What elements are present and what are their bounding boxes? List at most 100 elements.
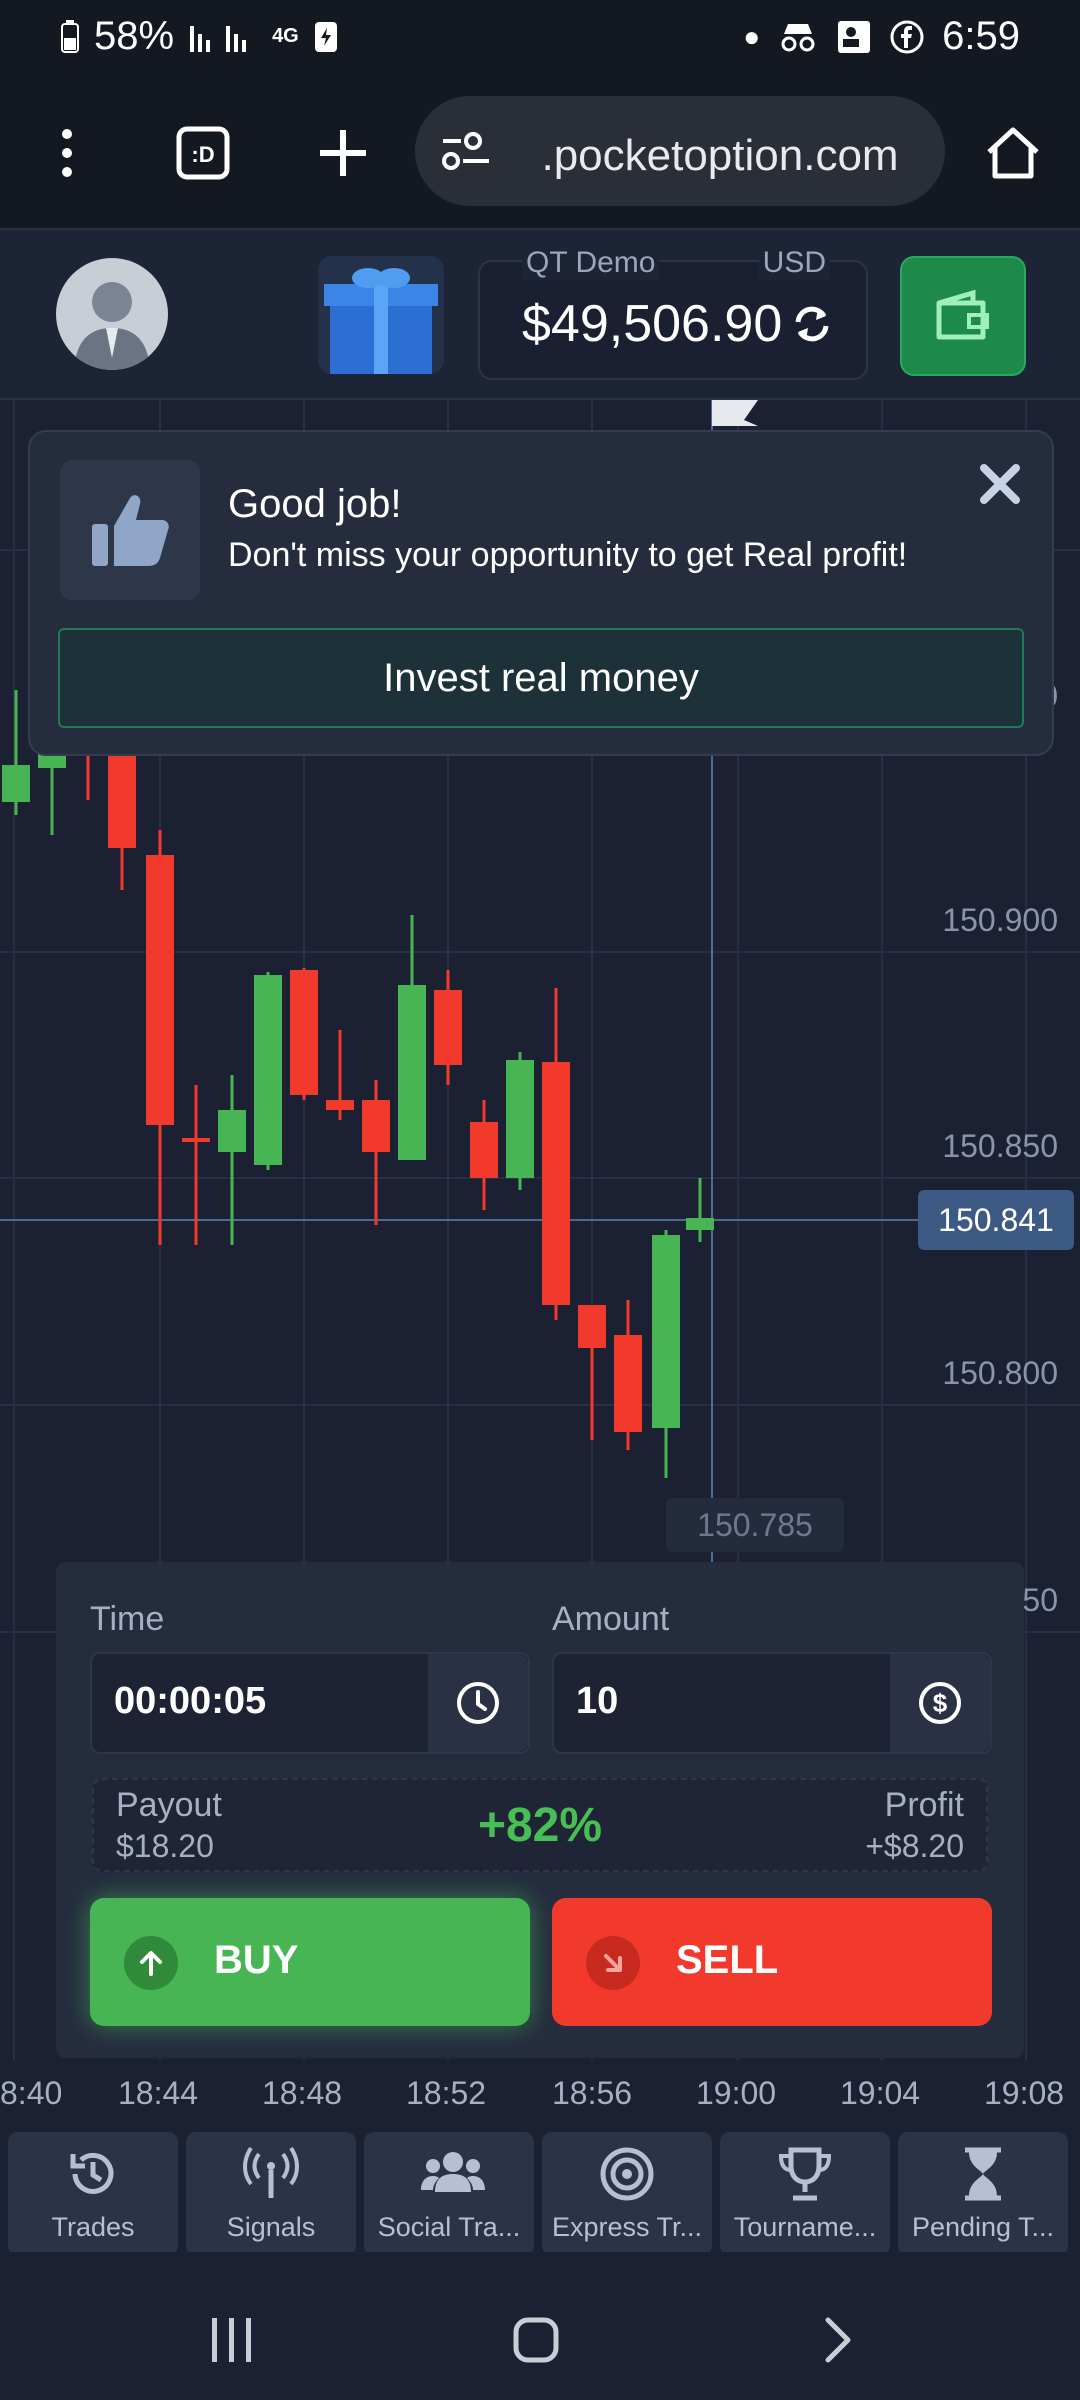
tabs-icon[interactable]: :D — [168, 118, 238, 188]
network-type: 4G — [272, 25, 299, 47]
buy-button[interactable]: BUY — [90, 1898, 530, 2026]
amount-label: Amount — [552, 1600, 670, 1638]
refresh-icon[interactable] — [792, 304, 832, 344]
nav-label: Signals — [226, 2212, 316, 2242]
thumbs-up-icon — [60, 460, 200, 600]
history-icon — [70, 2152, 114, 2194]
candle-body — [542, 1062, 570, 1305]
current-price: 150.841 — [938, 1201, 1054, 1238]
facebook-icon — [890, 20, 924, 53]
nav-label: Social Tra... — [377, 2212, 521, 2242]
clock-time: 6:59 — [942, 14, 1020, 58]
candle-body — [2, 765, 30, 802]
home-button-icon[interactable] — [512, 2316, 560, 2364]
currency-label: USD — [758, 246, 830, 280]
time-value: 00:00:05 — [114, 1680, 267, 1722]
candle-body — [398, 985, 426, 1160]
low-price-tag: 150.785 — [666, 1498, 844, 1552]
signal-bars-icon — [190, 25, 247, 52]
nav-pending-trades[interactable]: Pending T... — [898, 2132, 1068, 2256]
candle-body — [362, 1100, 390, 1152]
status-bar: 58% 4G ● 6:59 — [0, 0, 1080, 78]
profit-value: +$8.20 — [865, 1828, 964, 1864]
candle-body — [652, 1235, 680, 1428]
svg-text:$: $ — [933, 1688, 948, 1718]
time-label: 19:08 — [984, 2075, 1065, 2111]
candle-body — [254, 975, 282, 1165]
nav-express-trades[interactable]: Express Tr... — [542, 2132, 712, 2256]
site-settings-icon[interactable] — [439, 131, 493, 171]
price-label: 150.800 — [942, 1355, 1058, 1391]
incognito-icon — [781, 23, 815, 51]
sell-button[interactable]: SELL — [552, 1898, 992, 2026]
candle-body — [434, 990, 462, 1065]
amount-value: 10 — [576, 1680, 619, 1722]
nav-trades[interactable]: Trades — [8, 2132, 178, 2256]
nav-social-trading[interactable]: Social Tra... — [364, 2132, 534, 2256]
time-label: 8:40 — [0, 2075, 63, 2111]
nav-tournaments[interactable]: Tourname... — [720, 2132, 890, 2256]
time-label: 18:52 — [406, 2075, 487, 2111]
candle-body — [290, 970, 318, 1095]
new-tab-icon[interactable] — [308, 118, 378, 188]
target-icon — [600, 2147, 654, 2201]
candle-body — [470, 1122, 498, 1178]
nav-signals[interactable]: Signals — [186, 2132, 356, 2256]
browser-toolbar: :D ㅤ.pocketoption.com — [0, 78, 1080, 230]
time-field[interactable]: 00:00:05 — [90, 1652, 530, 1754]
url-bar[interactable]: ㅤ.pocketoption.com — [415, 96, 945, 206]
system-navigation — [0, 2252, 1080, 2400]
contact-card-icon — [838, 20, 871, 53]
home-icon[interactable] — [978, 118, 1048, 188]
trade-panel: Time Amount 00:00:05 10 $ Payout $18.20 … — [56, 1562, 1024, 2058]
invest-real-money-button[interactable]: Invest real money — [58, 628, 1024, 728]
signal-icon — [243, 2146, 299, 2198]
nav-label: Pending T... — [911, 2212, 1055, 2242]
promo-notification: Good job! Don't miss your opportunity to… — [28, 430, 1054, 756]
dollar-icon[interactable]: $ — [890, 1654, 990, 1752]
back-icon[interactable] — [818, 2316, 858, 2364]
candle-body — [218, 1110, 246, 1152]
candle-body — [578, 1305, 606, 1348]
amount-field[interactable]: 10 $ — [552, 1652, 992, 1754]
time-label: Time — [90, 1600, 165, 1638]
trophy-icon — [778, 2147, 832, 2201]
payout-row: Payout $18.20 +82% Profit +$8.20 — [92, 1778, 988, 1872]
sell-label: SELL — [676, 1938, 779, 1982]
nav-label: Tourname... — [733, 2212, 877, 2242]
balance-box[interactable]: QT Demo USD $49,506.90 — [478, 246, 868, 380]
flag-icon — [712, 400, 758, 426]
menu-icon[interactable] — [32, 118, 102, 188]
arrow-down-right-icon — [586, 1936, 640, 1990]
payout-value: $18.20 — [116, 1828, 214, 1864]
close-icon[interactable] — [970, 454, 1030, 514]
notification-text: Don't miss your opportunity to get Real … — [228, 536, 908, 574]
arrow-up-icon — [124, 1936, 178, 1990]
candle-body — [326, 1100, 354, 1110]
wallet-icon — [936, 289, 989, 340]
gift-icon[interactable] — [318, 256, 444, 374]
time-label: 19:00 — [696, 2075, 777, 2111]
hourglass-icon — [965, 2147, 1001, 2201]
clock-icon[interactable] — [428, 1654, 528, 1752]
tabs-count: :D — [191, 142, 214, 167]
time-label: 19:04 — [840, 2075, 921, 2111]
battery-saver-icon — [314, 21, 337, 52]
dot-icon: ● — [743, 20, 761, 52]
low-price: 150.785 — [697, 1506, 813, 1543]
wallet-button[interactable] — [900, 256, 1026, 376]
buy-label: BUY — [214, 1938, 299, 1982]
users-icon — [421, 2152, 485, 2192]
app-header: QT Demo USD $49,506.90 — [0, 230, 1080, 400]
balance-value: $49,506.90 — [522, 295, 783, 353]
candle-body — [146, 855, 174, 1125]
avatar[interactable] — [56, 258, 168, 370]
notification-title: Good job! — [228, 482, 402, 526]
time-label: 18:48 — [262, 2075, 343, 2111]
account-type: QT Demo — [522, 246, 660, 280]
nav-label: Express Tr... — [551, 2212, 703, 2242]
bottom-nav: Trades Signals Social Tra... Express Tr.… — [0, 2124, 1080, 2256]
candle-body — [108, 750, 136, 848]
candle-body — [614, 1335, 642, 1432]
recent-apps-icon[interactable] — [208, 2316, 256, 2364]
